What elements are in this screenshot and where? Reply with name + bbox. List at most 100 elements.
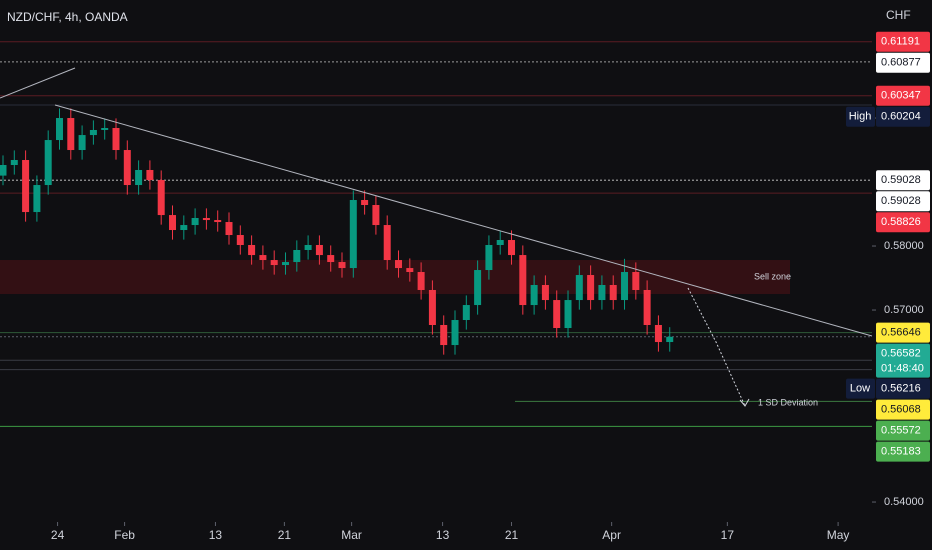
candle-body: [632, 272, 640, 290]
price-label: 0.60204: [881, 111, 921, 123]
candle-body: [202, 217, 210, 221]
price-label-bg: [876, 170, 930, 191]
candle-body: [541, 285, 549, 301]
projection-arrow: [687, 287, 746, 407]
price-label-bg: [876, 378, 930, 399]
trend-line: [54, 104, 873, 337]
price-label: 0.60877: [881, 57, 921, 69]
candle-body: [89, 129, 97, 136]
candle-body: [338, 262, 346, 269]
candle-body: [10, 160, 18, 165]
candle-body: [55, 118, 63, 141]
candle-body: [349, 200, 357, 269]
candle-body: [101, 128, 109, 130]
candle-body: [609, 285, 617, 301]
sell-zone-label: Sell zone: [754, 271, 791, 281]
candle-body: [553, 300, 561, 329]
candle-body: [361, 200, 369, 205]
candle-body: [372, 204, 380, 226]
candle-body: [214, 220, 222, 223]
candle-body: [157, 180, 165, 216]
x-tick-label: 13: [209, 528, 223, 542]
candle-body: [564, 300, 572, 329]
candle-body: [135, 169, 143, 186]
candle-body: [643, 289, 651, 326]
candle-body: [428, 289, 436, 326]
price-label: 0.59028: [881, 174, 921, 186]
price-label-bg: [876, 399, 930, 420]
candle-body: [112, 128, 120, 151]
y-tick-label: 0.54000: [884, 496, 924, 508]
price-label: 0.55572: [881, 425, 921, 437]
candle-body: [440, 325, 448, 346]
candle-body: [180, 225, 188, 231]
tag-bg: [846, 378, 875, 399]
candle-body: [474, 270, 482, 306]
candle-body: [146, 169, 154, 181]
price-label-bg: [876, 106, 930, 127]
candle-body: [236, 235, 244, 245]
price-label: 0.61191: [881, 36, 920, 48]
candle-body: [248, 244, 256, 256]
candle-body: [327, 255, 335, 263]
candle-body: [395, 260, 403, 269]
candle-body: [621, 272, 629, 301]
x-tick-label: 17: [721, 528, 735, 542]
price-label: 0.56646: [881, 327, 921, 339]
candle-body: [169, 215, 177, 231]
candle-body: [587, 275, 595, 301]
candle-body: [598, 285, 606, 301]
candle-body: [383, 225, 391, 261]
price-label: 0.60347: [881, 90, 921, 102]
candle-body: [530, 285, 538, 306]
candle-body: [451, 320, 459, 346]
candle-body: [282, 262, 290, 266]
level-lines: [0, 41, 872, 427]
x-tick-label: Feb: [114, 528, 135, 542]
candle-body: [225, 222, 233, 236]
price-label-bg: [876, 441, 930, 462]
currency: CHF: [886, 8, 911, 22]
price-label-bg: [876, 322, 930, 343]
deviation-label: 1 SD Deviation: [758, 397, 818, 407]
tag-bg: [846, 106, 875, 127]
candles: [0, 108, 674, 355]
price-label-bg: [876, 343, 930, 378]
x-tick-label: 24: [51, 528, 65, 542]
arrow-head: [739, 398, 750, 407]
candle-body: [33, 185, 41, 213]
candle-body: [123, 150, 131, 186]
tag: Low: [850, 383, 870, 395]
candle-body: [315, 244, 323, 256]
candle-body: [44, 140, 52, 186]
trend-line: [0, 67, 76, 99]
candle-body: [496, 240, 504, 245]
countdown: 01:48:40: [881, 363, 924, 375]
price-label: 0.59028: [881, 195, 921, 207]
tag: High: [849, 111, 872, 123]
candle-body: [67, 118, 75, 151]
candle-body: [575, 275, 583, 301]
price-label-bg: [876, 212, 930, 233]
candle-body: [654, 325, 662, 343]
sell-zone: [0, 260, 790, 295]
x-tick-label: 21: [505, 528, 519, 542]
candle-body: [78, 135, 86, 151]
x-tick-label: May: [827, 528, 850, 542]
candle-body: [293, 249, 301, 263]
price-label: 0.56216: [881, 383, 921, 395]
y-tick-label: 0.58000: [884, 240, 924, 252]
price-label: 0.55183: [881, 446, 921, 458]
price-axis: [872, 0, 932, 550]
price-label-bg: [876, 191, 930, 212]
price-label-bg: [876, 85, 930, 106]
candle-body: [304, 244, 312, 250]
candle-body: [270, 260, 278, 266]
y-tick-label: 0.57000: [884, 304, 924, 316]
price-label: 0.56582: [881, 348, 921, 360]
x-tick-label: Apr: [602, 528, 621, 542]
x-tick-label: 13: [436, 528, 450, 542]
price-label: 0.58826: [881, 216, 921, 228]
candle-body: [259, 255, 267, 261]
price-label-bg: [876, 31, 930, 52]
